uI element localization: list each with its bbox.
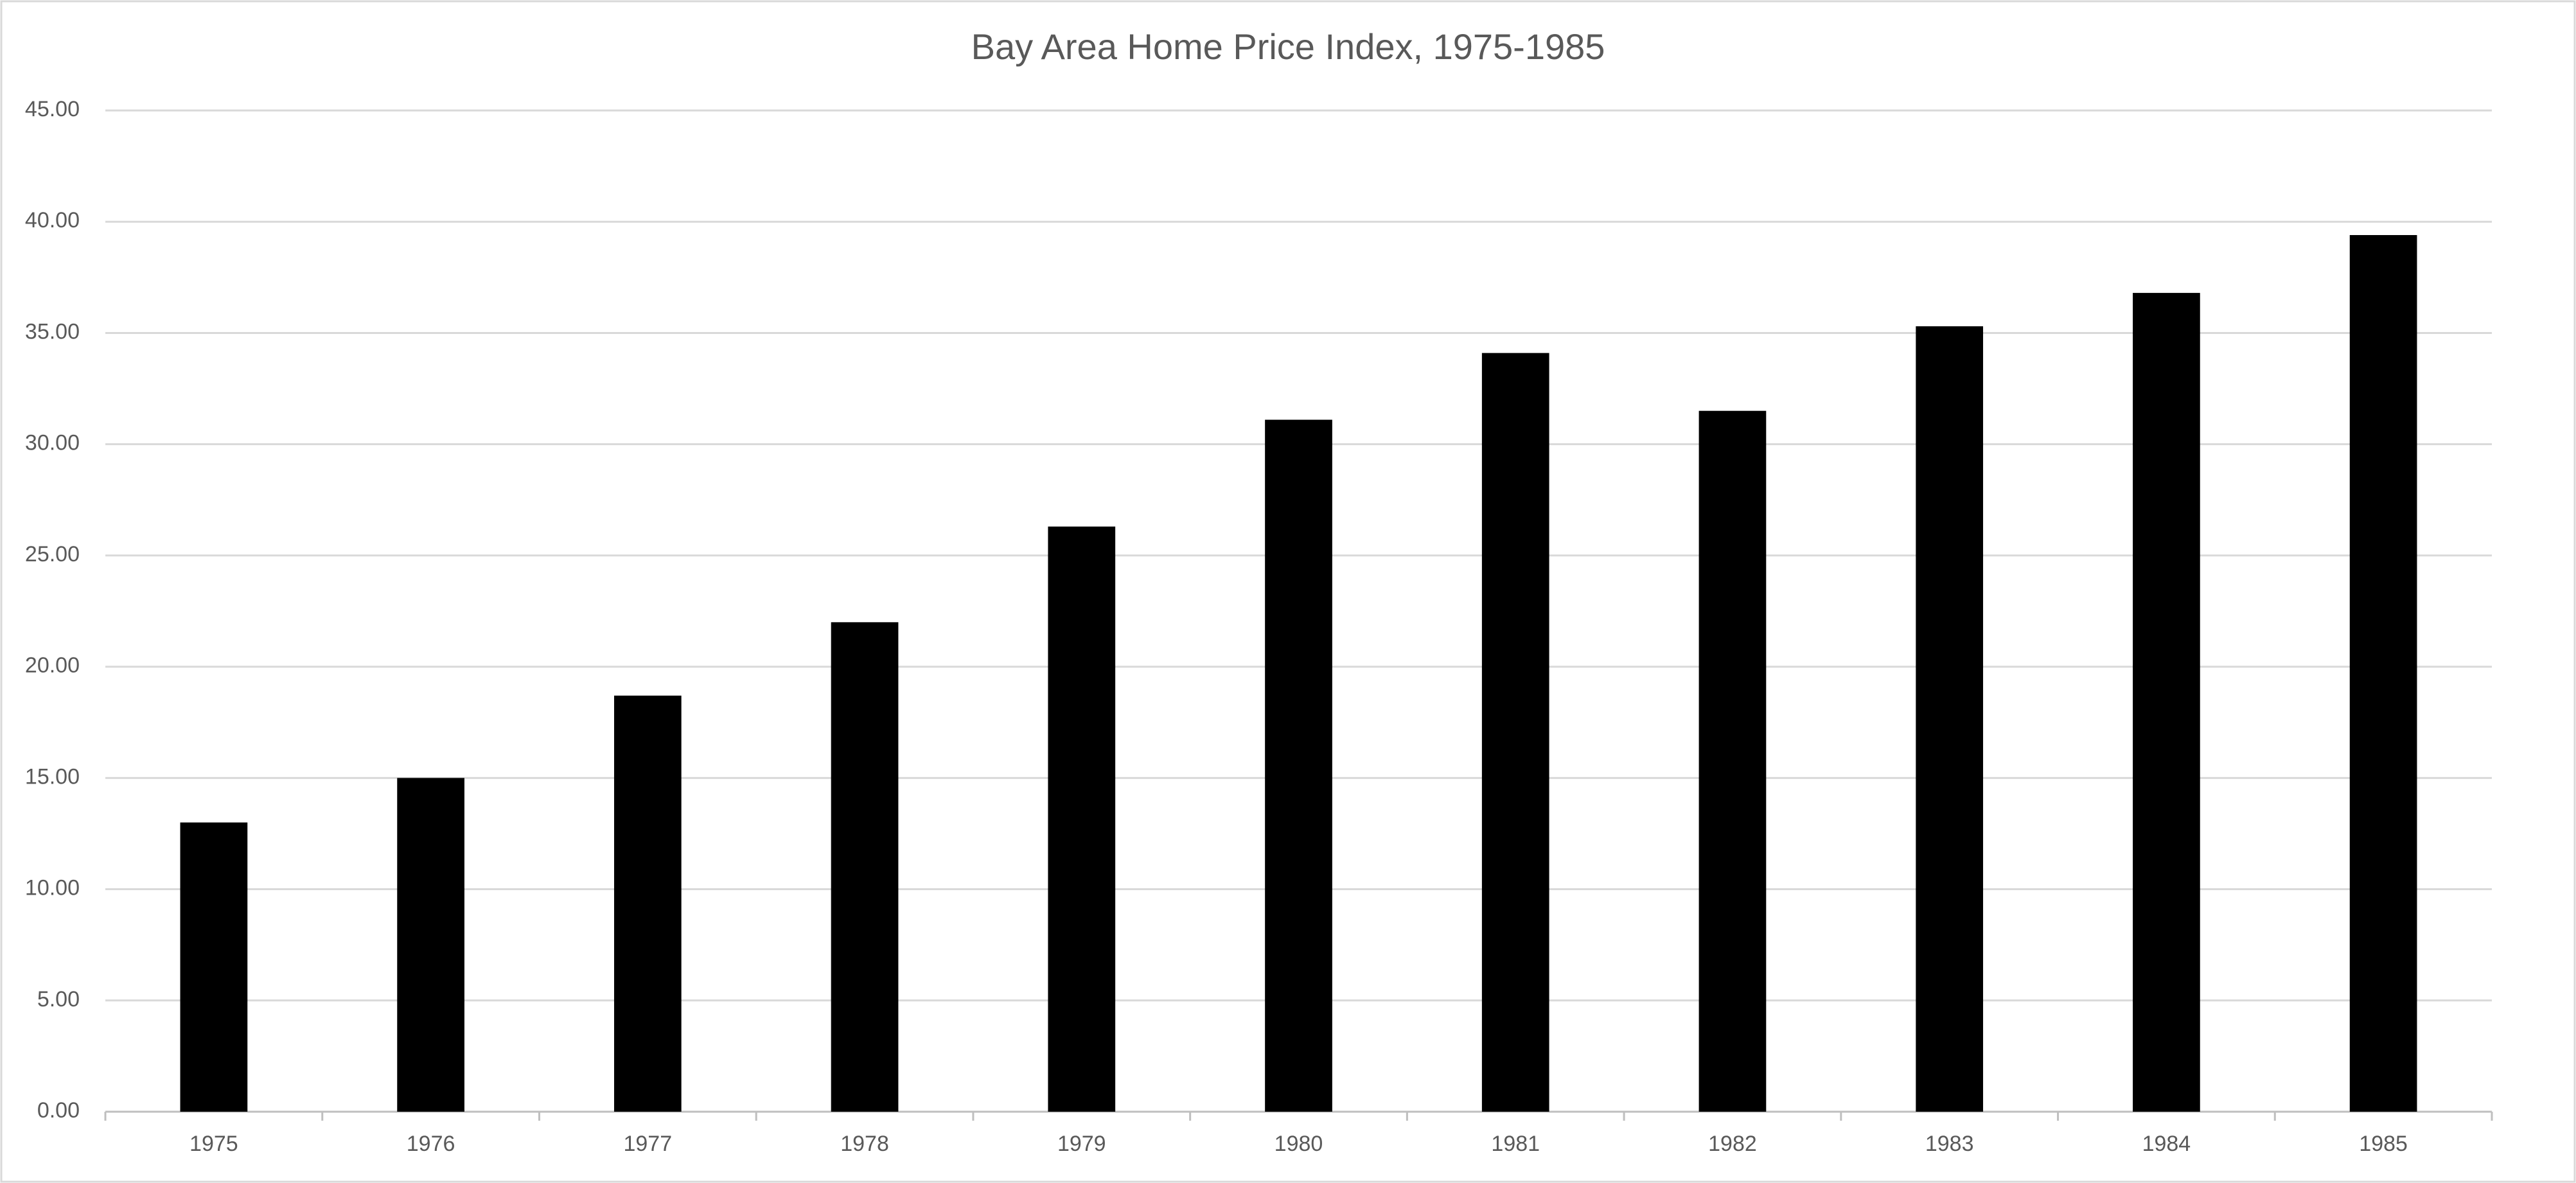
y-tick-label: 15.00	[25, 764, 80, 789]
x-tick-label: 1985	[2359, 1132, 2408, 1156]
y-tick-label: 30.00	[25, 431, 80, 455]
x-tick-label: 1976	[407, 1132, 455, 1156]
x-tick-label: 1981	[1491, 1132, 1540, 1156]
y-tick-label: 5.00	[37, 987, 80, 1012]
bar	[1916, 326, 1984, 1112]
x-tick-label: 1984	[2142, 1132, 2191, 1156]
y-tick-label: 0.00	[37, 1098, 80, 1123]
bar	[1048, 526, 1116, 1112]
x-tick-label: 1978	[840, 1132, 889, 1156]
x-tick-label: 1975	[190, 1132, 238, 1156]
y-tick-label: 40.00	[25, 208, 80, 232]
bar	[180, 822, 248, 1112]
y-tick-label: 25.00	[25, 542, 80, 566]
x-tick-label: 1979	[1057, 1132, 1106, 1156]
bar	[2133, 293, 2200, 1112]
y-tick-label: 10.00	[25, 876, 80, 900]
y-tick-label: 20.00	[25, 653, 80, 678]
x-tick-label: 1980	[1275, 1132, 1323, 1156]
bar	[613, 696, 682, 1112]
x-tick-label: 1977	[623, 1132, 672, 1156]
bar	[1481, 353, 1549, 1112]
bar	[2349, 235, 2417, 1112]
bar	[397, 778, 464, 1112]
bar	[1265, 419, 1332, 1112]
y-tick-label: 45.00	[25, 97, 80, 121]
bar	[831, 622, 899, 1112]
x-tick-label: 1983	[1925, 1132, 1974, 1156]
chart-title: Bay Area Home Price Index, 1975-1985	[971, 26, 1605, 67]
y-tick-label: 35.00	[25, 319, 80, 344]
x-tick-label: 1982	[1708, 1132, 1757, 1156]
bar	[1698, 410, 1767, 1112]
